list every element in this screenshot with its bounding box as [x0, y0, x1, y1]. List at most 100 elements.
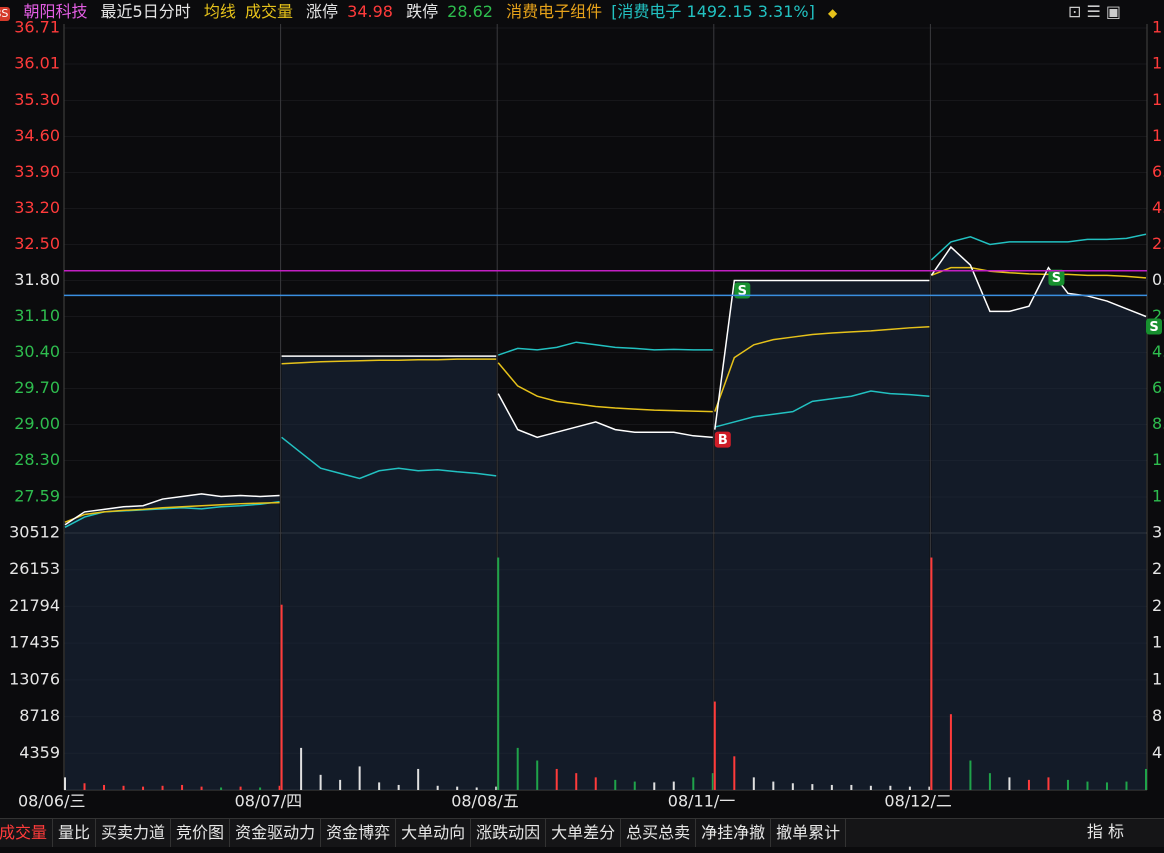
vol-right-label: 2: [1152, 559, 1162, 578]
volume-bar: [436, 785, 439, 790]
stock-name: 朝阳科技: [23, 2, 88, 21]
vol-right-label: 3: [1152, 523, 1162, 542]
tab[interactable]: 涨跌动因: [471, 819, 547, 847]
price-area: [65, 493, 280, 790]
volume-bar: [692, 777, 695, 790]
y-right-label: 6.: [1152, 378, 1164, 397]
x-tick-label: 08/07/四: [235, 792, 303, 811]
tab[interactable]: 撤单累计: [771, 819, 847, 847]
x-tick-label: 08/11/一: [668, 792, 736, 811]
volume-bar: [1125, 781, 1128, 790]
y-right-label: 2.: [1152, 234, 1164, 253]
volume-bar: [614, 779, 617, 790]
x-tick-label: 08/08/五: [451, 792, 519, 811]
y-right-label: 1: [1152, 450, 1162, 469]
toolbar: 成交量 量比 买卖力道 竞价图 资金驱动力 资金博弈 大单动向 涨跌动因 大单差分 总买总卖 净挂净…: [0, 818, 1164, 847]
vol-tick-label: 8718: [19, 706, 60, 725]
vol-right-label: 1: [1152, 669, 1162, 688]
volume-bar: [969, 760, 972, 790]
tab[interactable]: 净挂净撤: [696, 819, 772, 847]
tab[interactable]: 竞价图: [171, 819, 231, 847]
signal-label: B: [718, 433, 728, 448]
volume-bar: [378, 782, 381, 790]
volume-bar: [259, 787, 262, 790]
tab[interactable]: 成交量: [0, 819, 54, 847]
price-area: [931, 247, 1146, 791]
signal-badge: [714, 431, 731, 448]
volume-bar: [339, 779, 342, 790]
volume-bar: [889, 785, 892, 790]
y-tick-label: 34.60: [14, 126, 60, 145]
vol-tick-label: 21794: [9, 596, 60, 615]
vol-right-label: 2: [1152, 596, 1162, 615]
sector: 消费电子组件: [506, 2, 603, 21]
volume-bar: [475, 787, 478, 790]
volume-bar: [733, 756, 736, 790]
limit-up-label: 涨停: [306, 2, 339, 21]
avg-line: [64, 501, 280, 523]
volume-bar: [672, 781, 675, 790]
y-right-label: 4.: [1152, 198, 1164, 217]
y-tick-label: 28.30: [14, 450, 60, 469]
volume-bar: [791, 783, 794, 790]
price-area: [714, 280, 930, 790]
avg-label: 均线: [203, 2, 236, 21]
period: 最近5日分时: [100, 2, 191, 21]
volume-bar: [772, 781, 775, 790]
volume-bar: [200, 786, 203, 790]
price-area: [498, 393, 713, 790]
volume-bar: [1047, 777, 1050, 790]
volume-bar: [1066, 779, 1069, 790]
vol-tick-label: 30512: [9, 523, 60, 542]
header: BS 朝阳科技 最近5日分时 均线 成交量 涨停 34.98 跌停 28.62 …: [0, 0, 1164, 24]
icon[interactable]: ◆: [827, 6, 838, 20]
tab[interactable]: 总买总卖: [621, 819, 697, 847]
volume-bar: [575, 773, 578, 790]
volume-bar: [495, 786, 498, 790]
volume-bar: [536, 760, 539, 790]
vol-tick-label: 13076: [9, 669, 60, 688]
tab[interactable]: 买卖力道: [96, 819, 172, 847]
vol-tick-label: 26153: [9, 559, 60, 578]
vol-tick-label: 17435: [9, 633, 60, 652]
price-area: [281, 356, 497, 790]
y-tick-label: 35.30: [14, 90, 60, 109]
volume-bar: [239, 786, 242, 790]
avg-line: [931, 266, 1147, 279]
limit-down-label: 跌停: [406, 2, 439, 21]
y-tick-label: 33.90: [14, 162, 60, 181]
window-icons[interactable]: ⊡ ☰ ▣: [1068, 2, 1122, 21]
volume-bar: [752, 777, 755, 790]
volume-bar: [103, 784, 106, 790]
volume-bar: [220, 787, 223, 790]
y-right-label: 1: [1152, 53, 1162, 72]
index-line: [714, 390, 930, 428]
signal-badge: [1146, 318, 1162, 335]
volume-bar: [1105, 782, 1108, 790]
avg-line: [714, 326, 930, 412]
volume-bar: [653, 782, 656, 790]
y-tick-label: 36.71: [14, 18, 60, 37]
volume-bar: [1008, 777, 1011, 790]
indicator-button[interactable]: 指 标: [1086, 822, 1124, 841]
y-tick-label: 31.10: [14, 306, 60, 325]
tab[interactable]: 大单差分: [546, 819, 622, 847]
tab[interactable]: 大单动向: [396, 819, 472, 847]
tab[interactable]: 资金博弈: [321, 819, 397, 847]
y-tick-label: 36.01: [14, 53, 60, 72]
index-line: [930, 233, 1147, 261]
volume-bar: [83, 783, 86, 790]
tab[interactable]: 量比: [53, 819, 97, 847]
volume-bar: [161, 785, 164, 790]
index-line: [281, 436, 497, 480]
volume-bar: [811, 784, 814, 790]
y-tick-label: 31.80: [14, 270, 60, 289]
tab[interactable]: 资金驱动力: [230, 819, 322, 847]
volume-bar: [949, 714, 952, 790]
y-right-label: 8.: [1152, 414, 1164, 433]
vol-right-label: 4: [1152, 743, 1162, 762]
volume-bar: [555, 768, 558, 790]
limit-up: 34.98: [347, 2, 393, 21]
y-tick-label: 29.00: [14, 414, 60, 433]
